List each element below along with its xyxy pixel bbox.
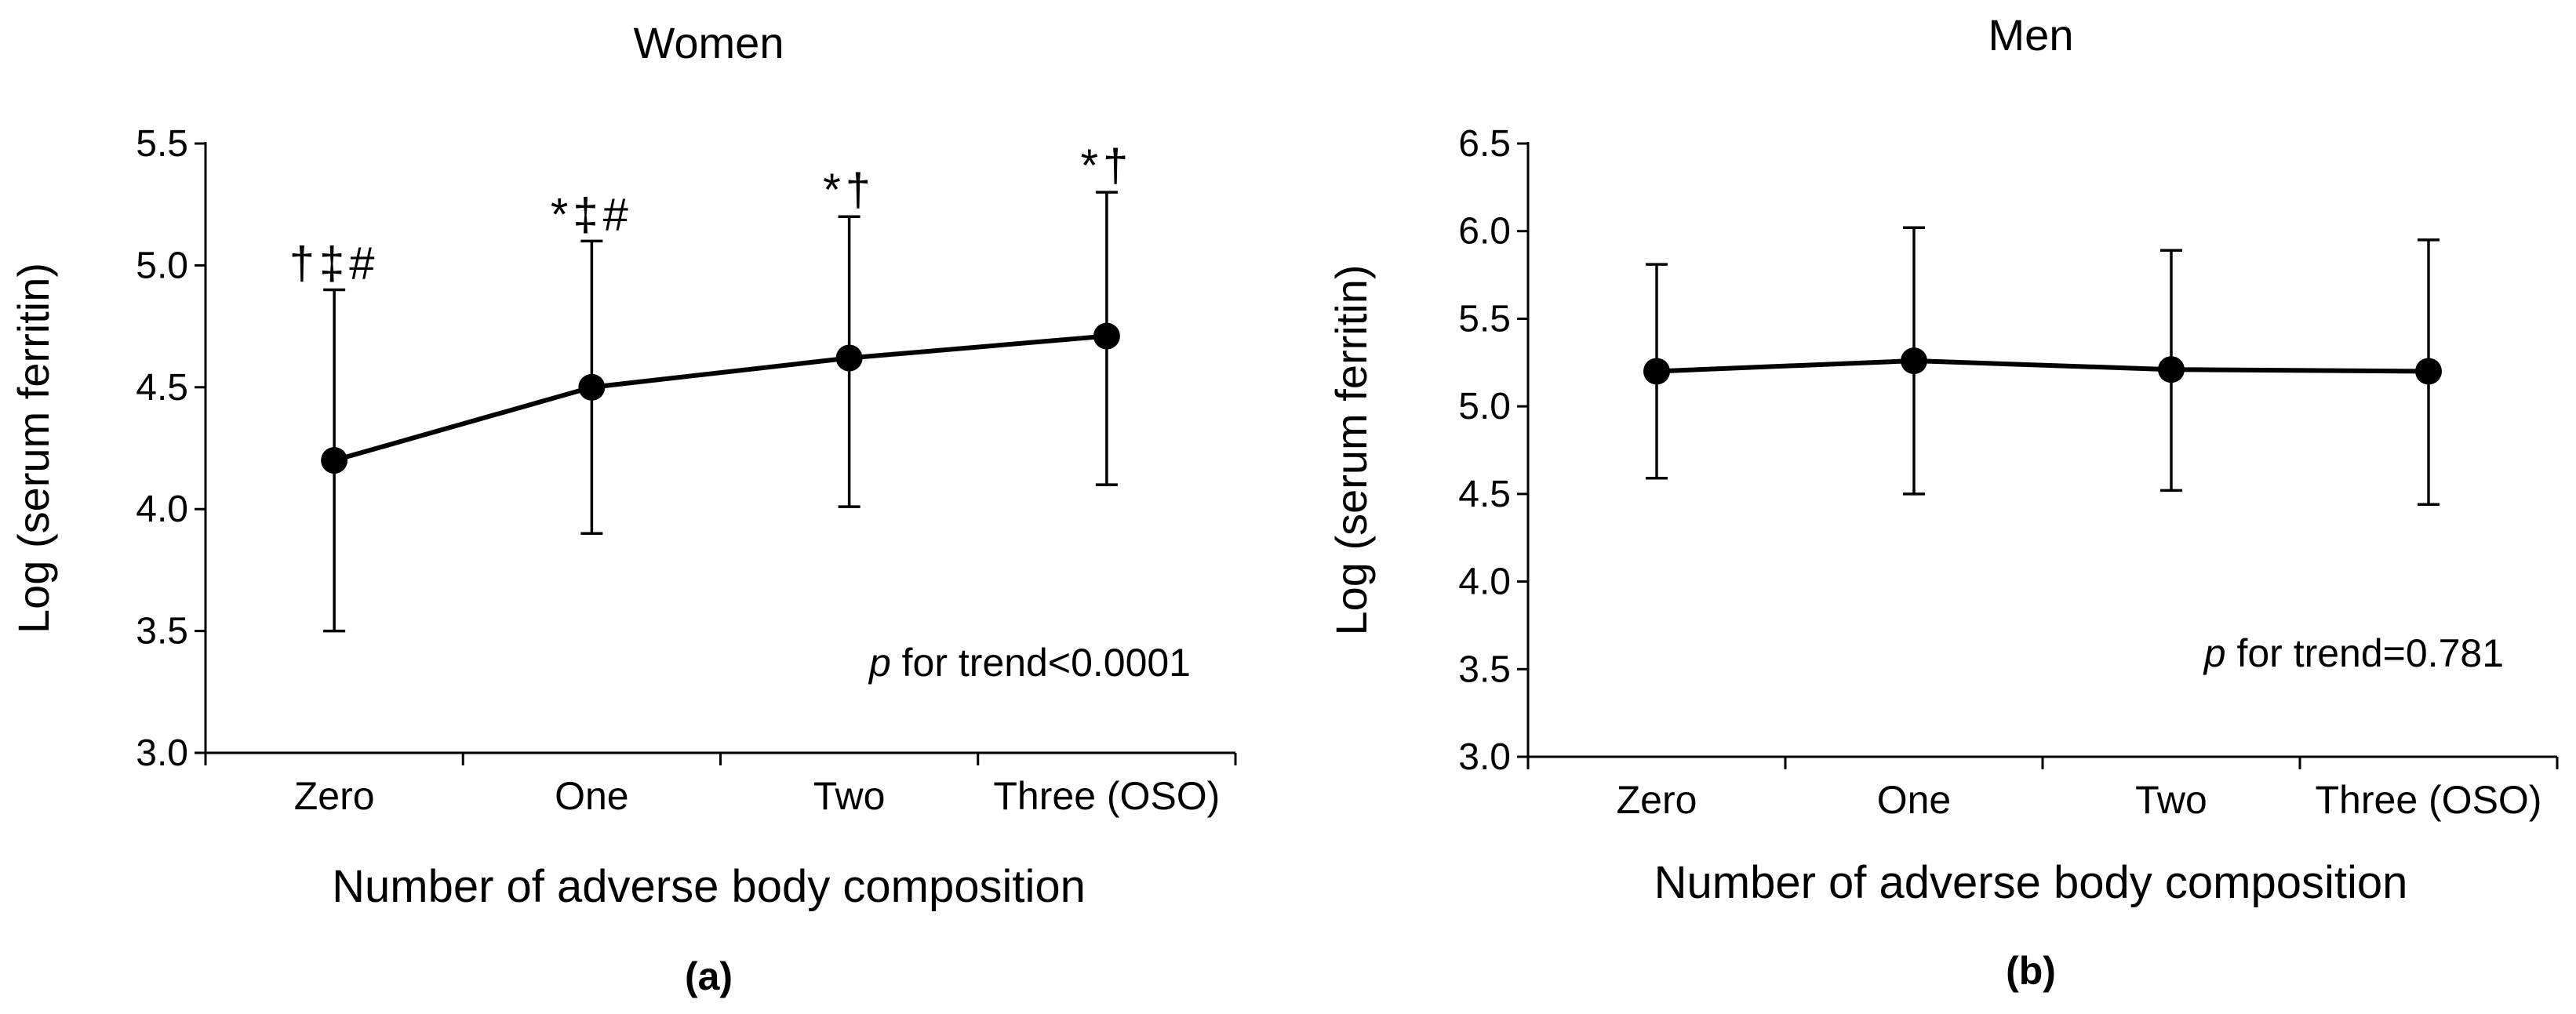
significance-marker: *†: [823, 165, 875, 216]
y-axis-label: Log (serum ferritin): [9, 263, 58, 634]
y-tick-label: 4.5: [136, 367, 188, 409]
x-tick-label: Three (OSO): [2316, 778, 2542, 822]
data-point: [1901, 347, 1927, 375]
data-point: [2158, 356, 2185, 383]
data-point: [1643, 358, 1670, 385]
significance-marker: *†: [1080, 140, 1133, 191]
x-tick-label: Two: [2135, 778, 2207, 822]
trend-annotation-p: p: [2203, 631, 2226, 675]
chart-title: Men: [1988, 10, 2074, 60]
y-axis-label: Log (serum ferritin): [1326, 264, 1376, 635]
trend-annotation-p: p: [868, 641, 891, 685]
x-tick-label: Zero: [294, 774, 375, 818]
panel-label: (b): [2006, 949, 2056, 993]
data-point: [321, 447, 348, 474]
x-tick-label: One: [1877, 778, 1952, 822]
data-point: [835, 344, 863, 372]
data-point: [1093, 322, 1120, 350]
y-tick-label: 3.0: [1458, 736, 1511, 778]
y-tick-label: 5.0: [1458, 386, 1511, 427]
y-tick-label: 4.0: [1458, 562, 1511, 603]
series-line: [1656, 358, 2429, 374]
y-tick-label: 3.5: [1458, 649, 1511, 690]
x-tick-label: Zero: [1617, 778, 1697, 822]
y-tick-label: 3.0: [136, 732, 188, 774]
y-tick-label: 3.5: [136, 611, 188, 652]
chart-panel-women: Women 3.0 3.5 4.0 4.5 5.0 5.5 Zero One Two Three (…: [9, 18, 1237, 998]
y-tick-label: 5.0: [136, 245, 188, 286]
trend-annotation: p for trend<0.0001: [868, 641, 1191, 685]
trend-annotation: p for trend=0.781: [2203, 631, 2504, 675]
x-tick-label: One: [555, 774, 629, 818]
chart-title: Women: [634, 18, 784, 67]
series-line: [333, 333, 1108, 463]
y-tick-label: 5.5: [136, 123, 188, 165]
y-tick-label: 4.5: [1458, 474, 1511, 515]
significance-marker: †‡#: [289, 238, 380, 289]
x-tick-label: Two: [813, 774, 886, 818]
x-tick-label: Three (OSO): [993, 774, 1220, 818]
y-tick-label: 6.5: [1458, 123, 1511, 165]
y-tick-label: 5.5: [1458, 298, 1511, 340]
x-axis-label: Number of adverse body composition: [1654, 857, 2408, 908]
trend-annotation-text: for trend=0.781: [2226, 631, 2504, 675]
panel-label: (a): [685, 954, 733, 998]
data-point: [578, 373, 606, 401]
data-point: [2415, 358, 2442, 385]
significance-marker: *‡#: [551, 189, 633, 240]
y-tick-label: 6.0: [1458, 211, 1511, 253]
x-axis-label: Number of adverse body composition: [332, 861, 1086, 912]
chart-panel-men: Men 3.0 3.5 4.0 4.5 5.0 5.5 6.0 6.5 Zero One Two Thr…: [1326, 10, 2559, 993]
trend-annotation-text: for trend<0.0001: [891, 641, 1191, 685]
y-tick-label: 4.0: [136, 489, 188, 530]
